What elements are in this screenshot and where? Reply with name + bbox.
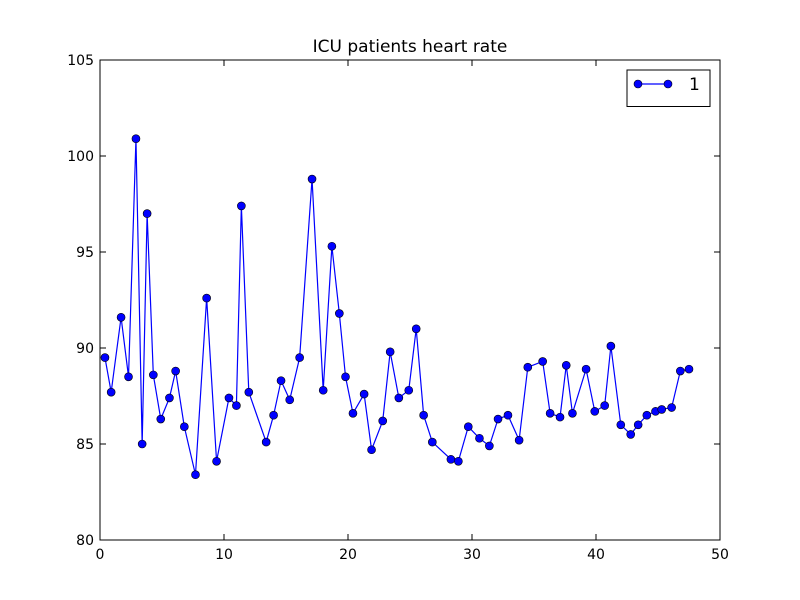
y-tick-label: 100 (67, 149, 94, 165)
plot-frame (99, 59, 721, 541)
series-layer (100, 134, 694, 480)
data-point (149, 370, 158, 380)
data-point (106, 387, 116, 397)
x-tick-label: 40 (587, 547, 605, 563)
data-point (295, 353, 304, 362)
data-point (676, 366, 685, 376)
axes-layer: 0 10 20 30 40 50 80 85 90 95 100 105 (67, 53, 729, 563)
legend-entry: 1 (633, 75, 700, 95)
data-point (348, 408, 358, 418)
data-point (616, 420, 626, 430)
data-point (394, 393, 404, 403)
data-point (411, 324, 421, 334)
x-tick-label: 30 (463, 547, 481, 563)
data-point (684, 364, 694, 374)
legend-marker (663, 79, 673, 89)
data-point (237, 201, 246, 211)
data-point (327, 241, 337, 251)
data-point (642, 410, 652, 420)
data-point (165, 393, 174, 403)
data-point (657, 405, 667, 414)
x-tick-label: 20 (339, 547, 357, 563)
data-point (463, 422, 473, 432)
data-point (100, 353, 110, 362)
data-point (142, 209, 152, 218)
data-point (285, 395, 295, 405)
data-point (171, 366, 180, 376)
data-point (124, 372, 133, 382)
data-point (428, 437, 437, 447)
data-point (180, 422, 189, 432)
data-point (385, 347, 395, 357)
data-point (633, 420, 643, 430)
data-point (318, 385, 328, 395)
data-point (561, 360, 571, 370)
y-tick-label: 90 (76, 341, 94, 357)
data-point (493, 414, 503, 424)
data-point (341, 372, 350, 382)
data-point (212, 456, 221, 466)
data-point (404, 385, 414, 395)
data-point (191, 470, 200, 480)
data-point (555, 412, 565, 422)
data-point (419, 410, 428, 420)
data-point (514, 435, 524, 445)
legend-label: 1 (689, 75, 700, 95)
data-point (503, 410, 513, 420)
data-point (137, 439, 147, 449)
y-tick-label: 105 (67, 53, 94, 69)
data-point (590, 407, 600, 416)
data-point (116, 312, 126, 322)
data-point (581, 364, 591, 374)
legend: 1 (626, 69, 711, 107)
data-point (232, 401, 241, 410)
series-1 (100, 134, 694, 480)
data-point (269, 410, 278, 420)
data-point (667, 403, 676, 412)
y-tick-label: 85 (76, 437, 94, 453)
data-point (156, 414, 166, 424)
data-point (224, 393, 234, 403)
x-tick-label: 0 (96, 547, 105, 563)
x-tick-label: 10 (215, 547, 233, 563)
data-point (606, 341, 616, 351)
data-point (244, 387, 254, 397)
data-point (475, 433, 484, 443)
data-point (538, 357, 547, 366)
data-point (359, 389, 369, 399)
plot-area (100, 60, 720, 540)
data-point (202, 293, 211, 303)
y-tick-label: 80 (76, 533, 94, 549)
data-point (307, 174, 317, 184)
data-point (485, 441, 494, 451)
data-point (261, 437, 271, 447)
data-point (568, 408, 577, 418)
y-tick-label: 95 (76, 245, 94, 261)
data-point (276, 376, 286, 385)
legend-marker (633, 79, 643, 89)
data-point (335, 309, 344, 318)
data-point (454, 456, 463, 466)
data-point (523, 362, 533, 372)
data-point (378, 416, 388, 426)
chart-title: ICU patients heart rate (313, 37, 508, 57)
data-point (446, 455, 456, 464)
data-point (600, 401, 609, 410)
data-point (131, 134, 141, 144)
x-tick-label: 50 (711, 547, 729, 563)
data-point (545, 408, 555, 418)
data-point (367, 445, 376, 455)
data-point (626, 430, 636, 439)
